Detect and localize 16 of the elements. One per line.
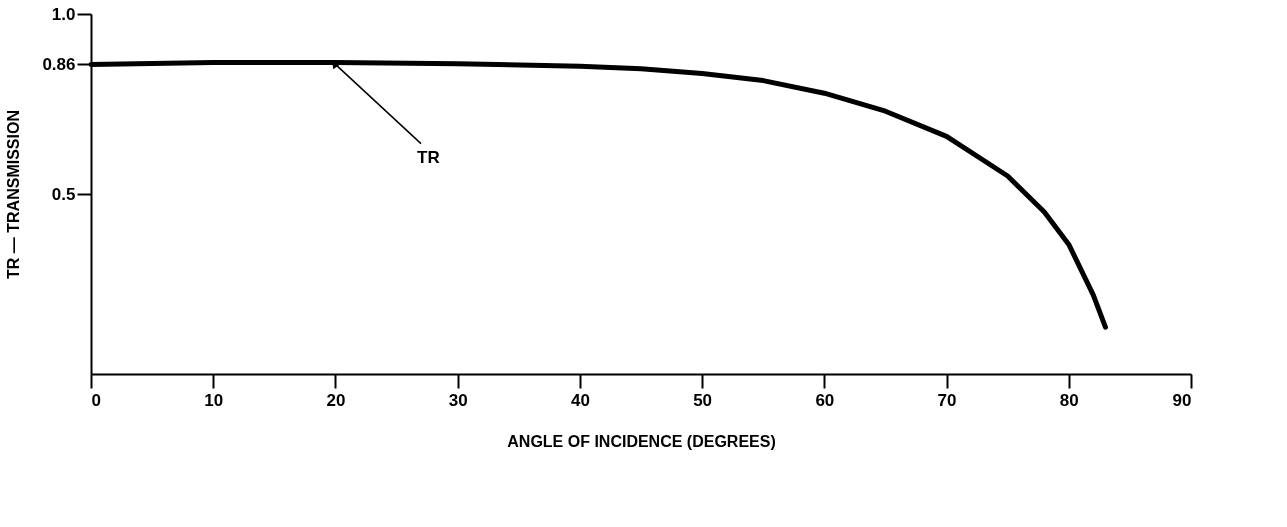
x-tick-label: 80	[1059, 390, 1079, 410]
x-tick-label: 0	[91, 390, 101, 410]
x-tick-label: 10	[204, 390, 224, 410]
x-axis-title: ANGLE OF INCIDENCE (DEGREES)	[507, 432, 776, 450]
y-tick-label: 0.5	[51, 184, 76, 204]
annotation: TR	[417, 147, 440, 167]
x-tick-label: 90	[1172, 390, 1192, 410]
x-tick-label: 40	[570, 390, 590, 410]
x-tick-label: 70	[937, 390, 957, 410]
x-tick-label: 60	[815, 390, 835, 410]
y-tick-label: 0.86	[42, 54, 76, 74]
x-tick-label: 30	[448, 390, 468, 410]
y-axis-title: TR — TRANSMISSION	[5, 110, 23, 279]
x-tick-label: 20	[326, 390, 346, 410]
y-tick-label: 1.0	[51, 4, 76, 24]
x-tick-label: 50	[693, 390, 713, 410]
